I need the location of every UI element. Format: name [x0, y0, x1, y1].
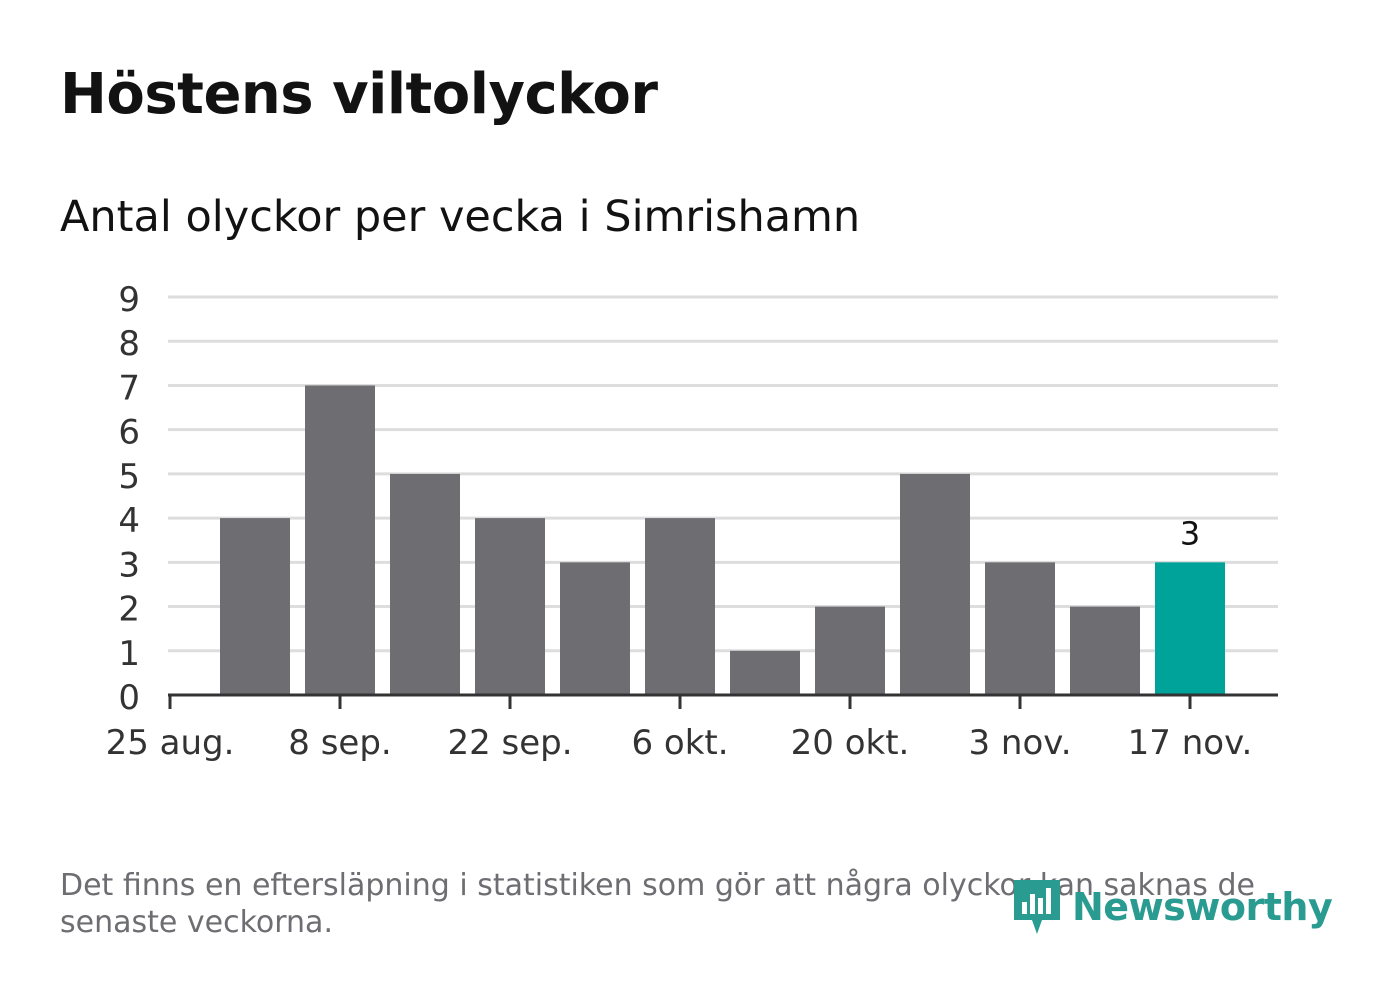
bar	[305, 385, 375, 695]
bar	[1070, 606, 1140, 695]
y-tick-label: 7	[118, 368, 140, 408]
x-tick-label: 8 sep.	[288, 723, 391, 763]
x-tick-label: 25 aug.	[106, 723, 235, 763]
bar	[645, 518, 715, 695]
bar	[560, 562, 630, 695]
bar	[815, 606, 885, 695]
y-tick-label: 1	[118, 634, 140, 674]
bars	[220, 385, 1225, 695]
y-tick-label: 9	[118, 280, 140, 320]
bar	[1155, 562, 1225, 695]
bar	[390, 473, 460, 695]
bar	[220, 518, 290, 695]
y-tick-label: 6	[118, 413, 140, 453]
chart-title: Höstens viltolyckor	[60, 62, 658, 127]
newsworthy-logo-icon	[1014, 880, 1060, 934]
x-tick-label: 20 okt.	[791, 723, 910, 763]
y-tick-label: 8	[118, 324, 140, 364]
data-label: 3	[1180, 514, 1200, 552]
y-tick-label: 2	[118, 590, 140, 630]
x-axis	[168, 693, 1278, 709]
x-axis-labels: 25 aug. 8 sep. 22 sep. 6 okt. 20 okt. 3 nov. 1…	[106, 723, 1253, 763]
y-tick-label: 5	[118, 457, 140, 497]
y-tick-label: 3	[118, 545, 140, 585]
newsworthy-logo: Newsworthy	[1010, 876, 1333, 938]
chart-subtitle: Antal olyckor per vecka i Simrishamn	[60, 192, 861, 242]
x-tick-label: 22 sep.	[447, 723, 572, 763]
y-tick-label: 4	[118, 501, 140, 541]
newsworthy-logo-text: Newsworthy	[1072, 885, 1333, 929]
bar	[475, 518, 545, 695]
data-labels: 3	[1180, 514, 1200, 552]
bar	[730, 650, 800, 695]
x-tick-label: 3 nov.	[968, 723, 1071, 763]
x-tick-label: 17 nov.	[1128, 723, 1253, 763]
y-tick-label: 0	[118, 678, 140, 718]
x-tick-label: 6 okt.	[631, 723, 728, 763]
bar	[900, 473, 970, 695]
bar	[985, 562, 1055, 695]
